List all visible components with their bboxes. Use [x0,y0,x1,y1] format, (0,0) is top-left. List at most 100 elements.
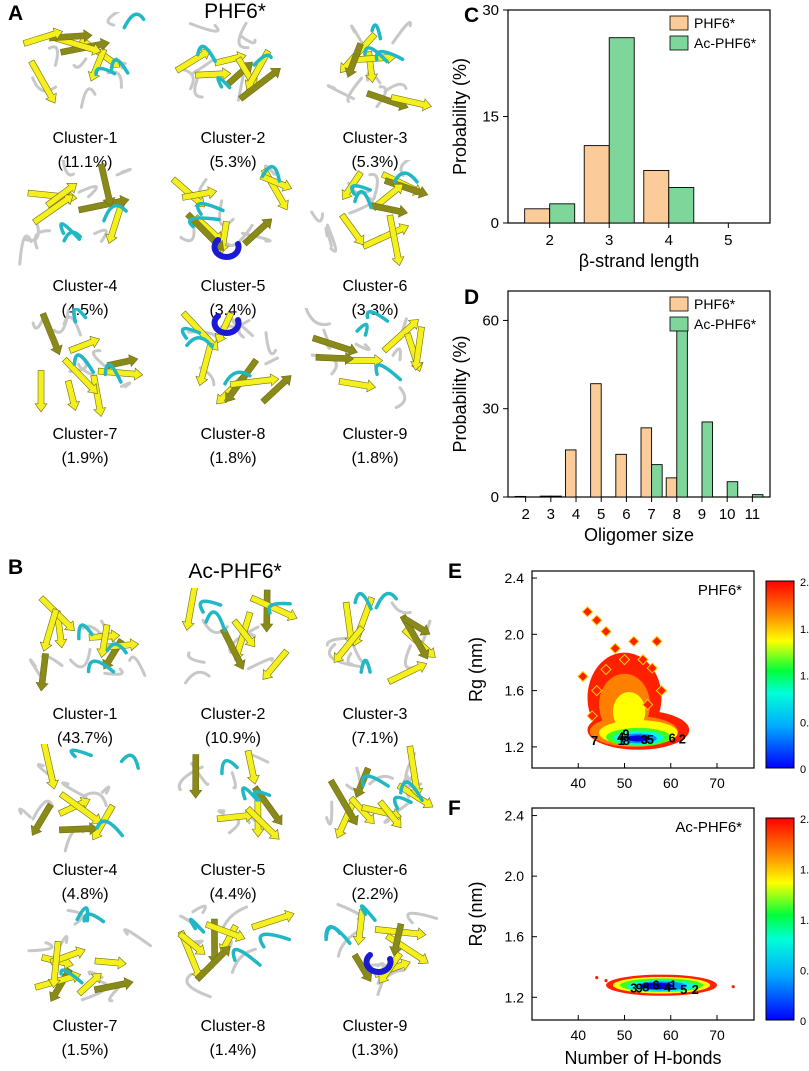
beta-strand-arrow [189,754,203,799]
cluster-percent: (2.2%) [351,886,399,903]
panel-letter: C [464,4,479,27]
bar-phf6- [615,453,627,498]
legend-label: PHF6* [694,15,736,31]
turn-segment [216,75,232,90]
heatmap-label: Ac-PHF6* [675,819,742,836]
panel-a-title: PHF6* [204,0,266,23]
density-contour [626,735,650,742]
coil-strand [18,234,33,266]
cluster-cartoon [304,308,425,410]
turn-segment [355,322,369,337]
turn-segment [365,310,390,323]
cluster-name: Cluster-2 [200,130,266,147]
turn-segment [350,184,372,196]
cluster-percent: (10.9%) [204,730,262,747]
cluster-structure: Cluster-5 (3.4%) [158,160,308,320]
coil-strand [31,799,54,821]
bar-ac-phf6- [549,203,576,224]
turn-segment [102,203,128,223]
cluster-structure: Cluster-9 (1.3%) [300,900,450,1060]
coil-strand [221,905,249,931]
beta-strand-arrow [351,952,373,983]
coil-strand [100,785,111,795]
cluster-name: Cluster-6 [342,278,408,295]
coil-strand [368,774,394,786]
beta-strand-arrow [387,661,428,685]
cluster-label: 1 [669,977,676,992]
density-outlier [581,606,594,618]
y-tick-label: 15 [482,109,499,126]
turn-segment [109,58,130,75]
cluster-label: 2 [692,982,699,997]
cluster-name: Cluster-3 [342,130,408,147]
cluster-percent: (4.4%) [209,886,257,903]
cluster-cartoon [174,21,281,102]
y-tick-label: 0 [491,215,499,232]
cluster-percent: (5.3%) [209,154,257,171]
turn-segment [267,601,292,615]
cluster-name: Cluster-2 [200,706,266,723]
coil-strand [383,82,408,93]
beta-strand-arrow [386,214,405,267]
coil-strand [390,601,412,615]
turn-segment [103,362,123,384]
beta-strand-arrow [333,625,365,663]
coil-strand [79,87,97,109]
beta-strand-arrow [249,594,298,622]
x-tick-label: 4 [665,232,673,249]
y-tick-label: 2.0 [505,868,525,884]
bar-phf6- [643,170,670,224]
turn-segment [185,336,214,349]
plot-frame [507,290,771,498]
beta-strand-arrow [34,370,48,413]
coil-strand [394,386,407,410]
cluster-cartoon [324,902,439,996]
cluster-structure: Cluster-3 (5.3%) [300,12,450,172]
beta-strand-arrow [231,618,256,648]
cluster-structure: Cluster-2 (5.3%) [158,12,308,172]
beta-strand-arrow [260,589,274,633]
coil-strand [239,34,257,45]
y-axis-label: Rg (nm) [466,881,486,946]
beta-strand-arrow [401,615,431,636]
coil-strand [191,904,207,915]
density-outlier [595,976,599,980]
turn-segment [374,363,403,382]
turn-segment [363,46,389,64]
legend-swatch [669,35,689,51]
beta-strand-arrow [339,212,365,246]
turn-segment [359,904,377,922]
beta-strand-arrow [30,802,54,836]
coil-strand [69,647,92,669]
cluster-percent: (1.5%) [61,1042,109,1059]
coil-strand [106,12,121,27]
x-tick-label: 11 [745,506,761,523]
y-tick-label: 2.0 [505,626,525,642]
cluster-structure: Cluster-6 (3.3%) [300,160,450,320]
cluster-name: Cluster-5 [200,278,266,295]
beta-strand-arrow [260,375,292,405]
x-tick-label: 10 [719,506,736,523]
turn-segment [198,599,223,614]
beta-strand-arrow [39,312,63,356]
cluster-cartoon [326,20,433,112]
turn-segment [359,658,372,674]
density-outlier [655,684,668,697]
turn-segment [119,753,140,770]
coil-strand [237,21,250,50]
cluster-percent: (3.3%) [351,302,399,319]
beta-strand-arrow [64,379,80,412]
y-tick-label: 0 [491,489,499,506]
cluster-cartoon [18,160,132,266]
coil-strand [77,185,98,199]
x-tick-label: 8 [673,506,681,523]
turn-segment [392,171,419,184]
beta-strand-arrow [58,822,99,836]
y-tick-label: 1.2 [505,739,525,755]
beta-strand-arrow [396,782,434,809]
coil-strand [375,85,388,109]
cluster-name: Cluster-7 [52,1018,118,1035]
colorbar-tick-label: 1.10 [800,915,809,927]
beta-strand-arrow [68,335,101,354]
x-axis-label: Oligomer size [584,525,694,545]
